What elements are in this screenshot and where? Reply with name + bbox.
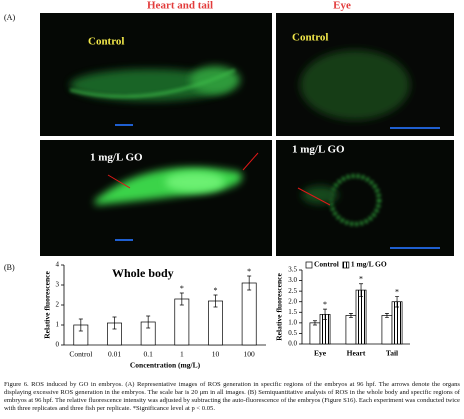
y-tick-label: 3 [56, 281, 60, 289]
chart-title: Whole body [112, 266, 174, 280]
image-label: 1 mg/L GO [90, 152, 143, 164]
error-bar [179, 292, 184, 306]
bar [208, 300, 223, 346]
error-bar [312, 320, 317, 326]
error-bar [348, 312, 353, 318]
bar [355, 289, 367, 345]
y-tick-label: 0.5 [288, 329, 297, 337]
legend-swatch [342, 261, 350, 269]
bar [241, 282, 257, 346]
significance-mark: * [323, 300, 327, 309]
bar [309, 322, 321, 345]
error-bar [146, 315, 151, 329]
column-title: Eye [333, 0, 351, 12]
x-tick-label: Heart [347, 349, 366, 358]
error-bar [112, 316, 117, 330]
error-bar [359, 283, 364, 297]
micrograph [40, 140, 272, 256]
legend-label: Control [314, 260, 339, 269]
y-tick-label: 1.0 [288, 318, 297, 326]
micrograph [40, 13, 272, 136]
significance-mark: * [247, 267, 251, 276]
y-tick-label: 3.0 [288, 276, 297, 284]
image-label: Control [88, 36, 124, 48]
x-tick-label: 1 [180, 350, 184, 359]
bar [174, 298, 190, 346]
bar [381, 315, 393, 345]
y-tick-label: 2 [56, 301, 60, 309]
x-tick-label: Control [69, 350, 92, 359]
x-axis-label: Concentration (mg/L) [130, 361, 201, 370]
significance-mark: * [180, 284, 184, 293]
x-tick-label: 100 [244, 350, 256, 359]
image-label: Control [292, 32, 328, 44]
y-tick-label: 3.5 [288, 266, 297, 274]
y-tick-label: 2.0 [288, 297, 297, 305]
y-axis-label: Relative fluorescence [43, 271, 52, 339]
figure: (A) Heart and tail Eye Control Control 1… [4, 0, 454, 370]
error-bar [213, 294, 218, 308]
y-tick-label: 0.0 [288, 340, 297, 348]
y-tick-label: 4 [56, 261, 60, 269]
panel-label: (A) [4, 13, 15, 22]
image-label: 1 mg/L GO [292, 144, 345, 156]
y-tick-label: 1.5 [288, 308, 297, 316]
y-axis-label: Relative fluorescence [275, 273, 284, 341]
error-bar [395, 296, 400, 308]
x-tick-label: 0.01 [108, 350, 121, 359]
panel-label: (B) [4, 263, 15, 272]
error-bar [323, 308, 328, 321]
significance-mark: * [214, 286, 218, 295]
bar [391, 301, 403, 345]
legend-swatch [305, 261, 313, 269]
legend-label: 1 mg/L GO [351, 260, 387, 269]
y-tick-label: 1 [56, 321, 60, 329]
significance-mark: * [359, 275, 363, 284]
micrograph [276, 13, 454, 136]
bar [345, 315, 357, 345]
x-tick-label: 10 [212, 350, 220, 359]
error-bar [384, 312, 389, 318]
x-tick-label: Eye [314, 349, 327, 358]
column-title: Heart and tail [147, 0, 213, 12]
error-bar [78, 318, 83, 332]
y-tick-label: 2.5 [288, 287, 297, 295]
micrograph [276, 140, 454, 256]
x-tick-label: 0.1 [143, 350, 153, 359]
y-tick-label: 0 [56, 341, 60, 349]
significance-mark: * [395, 287, 399, 296]
x-tick-label: Tail [386, 349, 398, 358]
error-bar [247, 275, 252, 291]
caption: Figure 6. ROS induced by GO in embryos. … [4, 381, 460, 412]
